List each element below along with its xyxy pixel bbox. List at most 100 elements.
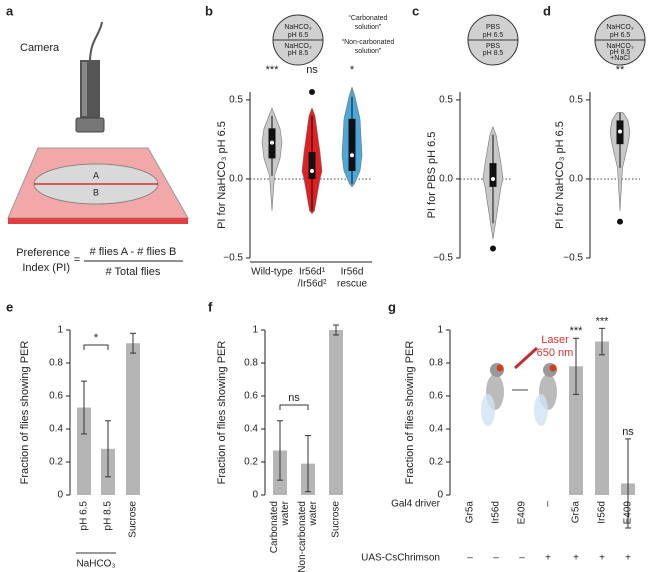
- y-tick-label: 0.4: [49, 424, 63, 435]
- bar: [569, 366, 583, 495]
- y-tick-label: 1: [437, 325, 443, 336]
- significance: ***: [596, 315, 610, 327]
- camera-label: Camera: [20, 42, 60, 54]
- y-tick-label: 0.8: [49, 358, 63, 369]
- median: [350, 153, 354, 158]
- inset-note: “Carbonated: [349, 15, 388, 22]
- lens: [75, 117, 105, 133]
- y-tick-label: −0.5: [223, 253, 243, 264]
- y-axis-label: PI for NaHCO₃ pH 6.5: [554, 121, 566, 229]
- inset-top: NaHCO₃: [606, 24, 634, 31]
- y-tick-label: 0.0: [439, 174, 453, 185]
- box: [348, 118, 356, 172]
- x-tick-label: Gr5a: [571, 501, 582, 524]
- panel-label: d: [543, 3, 551, 18]
- x-tick-label: Non-carbonated: [297, 501, 308, 572]
- y-tick-label: −0.5: [433, 253, 453, 264]
- annotation: Laser: [541, 334, 569, 346]
- uas-label: +: [625, 553, 631, 564]
- inset-bottom: NaHCO₃: [606, 43, 634, 50]
- region-b: B: [93, 187, 99, 197]
- bar: [329, 330, 343, 495]
- uas-label: –: [467, 553, 473, 564]
- inset-top: PBS: [486, 24, 500, 31]
- laser-beam: [513, 346, 539, 370]
- x-tick-label: E409: [623, 501, 634, 525]
- bar: [595, 341, 609, 495]
- y-axis-label: PI for PBS pH 6.5: [426, 132, 438, 219]
- x-tick-label: –: [543, 501, 554, 507]
- bracket-label: ns: [288, 392, 300, 404]
- outlier: [617, 218, 623, 225]
- inset-top: NaHCO₃: [284, 24, 312, 31]
- inset-top: pH 6.5: [483, 32, 504, 39]
- fly-illustration: [481, 346, 557, 426]
- bar: [77, 407, 91, 495]
- y-tick-label: 0.2: [429, 457, 443, 468]
- median: [491, 176, 495, 181]
- x-tick-label: water: [308, 500, 319, 526]
- x-tick-label: Ir56d: [597, 501, 608, 524]
- significance: **: [616, 64, 625, 76]
- inset-bottom: NaHCO₃: [284, 43, 312, 50]
- x-tick-label: rescue: [337, 279, 367, 290]
- y-tick-label: 1: [252, 325, 258, 336]
- fly-wing: [481, 394, 495, 426]
- box: [308, 152, 316, 179]
- y-tick-label: 0.6: [49, 391, 63, 402]
- x-tick-label: pH 8.5: [103, 501, 114, 531]
- inset-note: solution”: [355, 48, 382, 55]
- y-tick-label: 0.5: [229, 95, 243, 106]
- significance-bracket: [83, 344, 109, 350]
- panel-a: a Camera A B Preference Index (PI) = # f…: [6, 3, 189, 278]
- inset-top: pH 6.5: [288, 32, 309, 39]
- significance: *: [350, 64, 355, 76]
- panel-label: f: [208, 299, 213, 314]
- formula-lhs: Preference: [16, 247, 70, 259]
- y-tick-label: −0.5: [563, 253, 583, 264]
- inset-bottom: pH 8.5: [288, 50, 309, 57]
- y-axis-label: Fraction of flies showing PER: [19, 341, 31, 485]
- x-tick-label: Gr5a: [465, 501, 476, 524]
- significance: ns: [306, 64, 318, 76]
- x-tick-label: water: [280, 500, 291, 526]
- y-tick-label: 0.5: [569, 95, 583, 106]
- inset-top: pH 6.5: [610, 32, 631, 39]
- median: [270, 140, 274, 145]
- panel-label: e: [6, 299, 13, 314]
- uas-label: +: [599, 553, 605, 564]
- x-tick-label: E409: [517, 501, 528, 525]
- significance-bracket: [279, 404, 309, 410]
- bar: [126, 343, 140, 495]
- x-tick-label: Carbonated: [269, 501, 280, 553]
- x-tick-label: Ir56d: [341, 267, 364, 278]
- panel-label: a: [6, 3, 14, 18]
- outlier: [490, 245, 496, 252]
- x-tick-label: Wild-type: [251, 267, 293, 278]
- outlier: [309, 89, 315, 95]
- y-tick-label: 0.0: [569, 174, 583, 185]
- panel-label: c: [412, 3, 419, 18]
- fly-eye: [496, 364, 504, 372]
- camera-highlight: [82, 62, 87, 116]
- denominator: # Total flies: [106, 266, 161, 278]
- numerator: # flies A - # flies B: [90, 246, 177, 258]
- inset-bottom: +NaCl: [610, 55, 630, 62]
- row-label: Gal4 driver: [391, 499, 441, 510]
- y-tick-label: 0.6: [429, 391, 443, 402]
- y-tick-label: 0.8: [429, 358, 443, 369]
- fly-wing: [534, 394, 548, 426]
- y-tick-label: 0.8: [244, 358, 258, 369]
- x-tick-label: Ir56d¹: [299, 267, 326, 278]
- y-tick-label: 0: [252, 490, 258, 501]
- cable: [89, 21, 103, 63]
- y-tick-label: 0: [57, 490, 63, 501]
- inset-bottom: PBS: [486, 43, 500, 50]
- y-axis-label: Fraction of flies showing PER: [216, 341, 228, 485]
- y-tick-label: 0.5: [439, 95, 453, 106]
- inset-note: solution”: [355, 24, 382, 31]
- equals: =: [74, 254, 80, 266]
- uas-label: –: [519, 553, 525, 564]
- region-a: A: [93, 170, 99, 180]
